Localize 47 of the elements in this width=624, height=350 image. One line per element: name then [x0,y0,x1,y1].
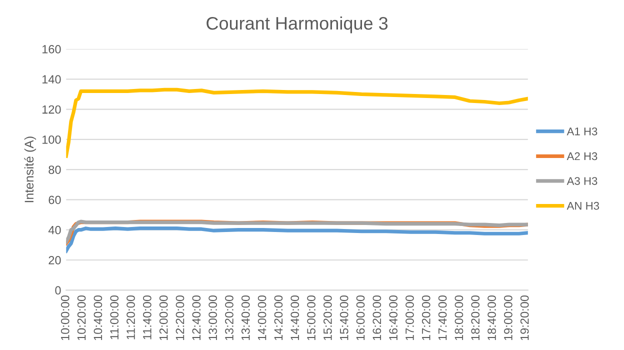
x-tick-label: 13:40:00 [241,295,250,340]
x-tick-label: 14:20:00 [274,295,283,340]
x-tick-label: 15:00:00 [307,295,316,340]
x-tick-label: 13:20:00 [225,295,234,340]
x-tick-label: 10:20:00 [77,295,86,340]
line-series [66,226,528,253]
x-tick-label: 18:20:00 [471,295,480,340]
legend-label: A3 H3 [566,177,598,185]
x-tick-label: 12:00:00 [159,295,168,340]
x-tick-label: 17:40:00 [438,295,447,340]
y-tick-label: 0 [55,286,61,295]
x-tick-label: 18:00:00 [454,295,464,340]
x-tick-label: 15:20:00 [324,295,332,340]
y-tick-label: 140 [42,75,61,84]
chart-title: Courant Harmonique 3 [206,16,388,34]
x-tick-label: 11:40:00 [143,295,152,340]
x-tick-label: 19:00:00 [504,295,512,340]
x-tick-label: 16:00:00 [356,295,365,340]
y-tick-label: 40 [48,226,61,234]
x-tick-label: 15:40:00 [340,295,348,340]
x-tick-label: 17:00:00 [406,295,414,340]
y-tick-label: 20 [48,256,61,264]
x-tick-label: 14:00:00 [258,295,266,340]
x-tick-label: 11:20:00 [126,295,135,340]
x-tick-label: 11:00:00 [110,295,119,340]
legend-label: A1 H3 [566,127,598,136]
x-tick-label: 12:20:00 [176,295,184,340]
line-series [66,220,528,244]
x-tick-label: 18:40:00 [488,295,496,340]
x-tick-label: 13:00:00 [208,295,217,340]
x-tick-label: 12:40:00 [192,295,201,340]
x-tick-label: 10:00:00 [60,295,70,340]
y-tick-label: 120 [42,105,61,114]
x-tick-label: 14:40:00 [290,295,300,340]
legend-label: AN H3 [566,202,600,210]
y-tick-label: 60 [48,196,61,204]
line-series [66,88,528,158]
x-tick-label: 17:20:00 [422,295,430,340]
x-tick-label: 16:20:00 [372,295,382,340]
y-tick-label: 80 [48,166,61,174]
y-axis-title: Intensité (A) [24,136,36,202]
x-tick-label: 19:20:00 [520,295,529,340]
y-tick-label: 100 [42,135,61,144]
x-tick-label: 10:40:00 [94,295,102,340]
y-tick-label: 160 [42,45,61,54]
legend-label: A2 H3 [566,152,598,160]
x-tick-label: 16:40:00 [389,295,398,340]
